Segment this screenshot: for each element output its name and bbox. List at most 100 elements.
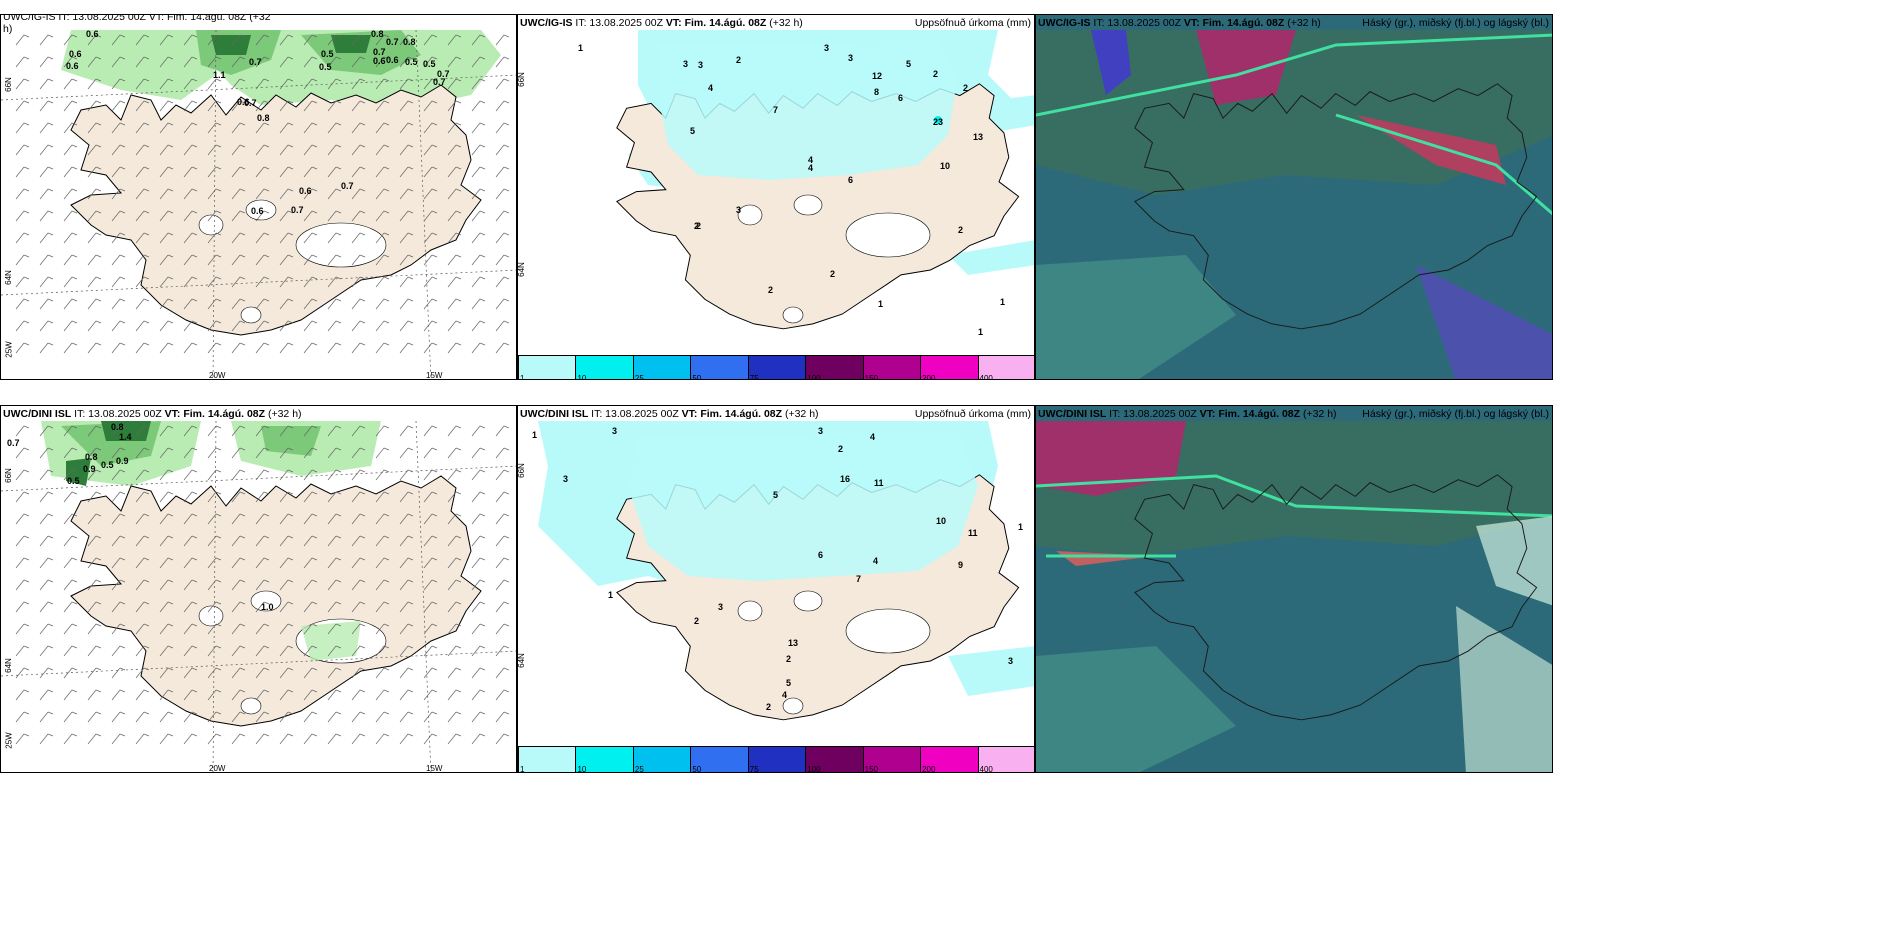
precip-label: 23 bbox=[933, 117, 944, 127]
cloud-label: 0.7 bbox=[341, 181, 354, 191]
cloud-map-dini bbox=[1036, 406, 1552, 772]
lat-25w: 25W bbox=[4, 732, 14, 749]
precip-label: 5 bbox=[690, 126, 696, 136]
precip-label: 3 bbox=[683, 59, 689, 69]
precip-label: 1 bbox=[1018, 522, 1024, 532]
precip-label: 2 bbox=[696, 221, 702, 231]
colorbar-seg: 200 bbox=[921, 356, 979, 379]
precip-map-igis bbox=[518, 15, 1034, 379]
lat-64n: 64N bbox=[517, 653, 526, 668]
precip-label: 11 bbox=[968, 528, 978, 538]
precip-label: 3 bbox=[718, 602, 724, 612]
cloud-panel-dini: UWC/DINI ISL IT: 13.08.2025 00Z VT: Fim.… bbox=[1035, 405, 1553, 773]
precip-label: 2 bbox=[830, 269, 836, 279]
precip-label: 2 bbox=[694, 221, 700, 231]
colorbar-seg: 200 bbox=[921, 747, 979, 772]
precip-label: 5 bbox=[786, 678, 792, 688]
wind-header: UWC/IG-IS IT: 13.08.2025 00Z VT: Fim. 14… bbox=[3, 14, 271, 35]
precip-label: 13 bbox=[788, 638, 799, 648]
precip-label: 2 bbox=[694, 616, 700, 626]
precip-label: 2 bbox=[933, 69, 939, 79]
precip-title: Uppsöfnuð úrkoma (mm) bbox=[914, 17, 1031, 29]
cloud-label: 0.9 bbox=[116, 456, 129, 466]
colorbar-seg: 75 bbox=[748, 747, 807, 772]
cloud-label: 0.8 bbox=[111, 422, 124, 432]
lat-66n: 66N bbox=[3, 468, 13, 483]
precip-label: 3 bbox=[736, 205, 742, 215]
precip-label: 13 bbox=[973, 132, 984, 142]
lon-20w: 20W bbox=[209, 371, 226, 380]
precip-label: 1 bbox=[878, 299, 884, 309]
precip-panel-igis: UWC/IG-IS IT: 13.08.2025 00Z VT: Fim. 14… bbox=[517, 14, 1035, 380]
precip-label: 4 bbox=[808, 163, 814, 173]
precip-label: 4 bbox=[782, 690, 788, 700]
colorbar-seg: 10 bbox=[576, 356, 634, 379]
colorbar-seg: 100 bbox=[806, 747, 864, 772]
colorbar-seg: 10 bbox=[576, 747, 634, 772]
cloud-label: 0.5 bbox=[101, 460, 114, 470]
cloud-label: 0.8 bbox=[257, 113, 270, 123]
cloud-label: 0.5 bbox=[405, 57, 418, 67]
cloud-label: 0.8 bbox=[85, 452, 98, 462]
precip-map-dini bbox=[518, 406, 1034, 772]
precip-label: 6 bbox=[848, 175, 854, 185]
cloud-label: 0.7 bbox=[7, 438, 20, 448]
colorbar-seg: 1 bbox=[519, 747, 577, 772]
cloud-label: 0.5 bbox=[423, 59, 436, 69]
precip-label: 3 bbox=[824, 43, 830, 53]
cloud-label: 0.8 bbox=[371, 29, 384, 39]
precip-label: 2 bbox=[768, 285, 774, 295]
precip-header: UWC/IG-IS IT: 13.08.2025 00Z VT: Fim. 14… bbox=[520, 17, 803, 29]
lat-66n: 66N bbox=[517, 463, 526, 478]
cloud-label: 1.1 bbox=[213, 70, 226, 80]
lat-64n: 64N bbox=[517, 262, 526, 277]
precip-label: 3 bbox=[563, 474, 569, 484]
cloud-label: 0.6 bbox=[66, 61, 79, 71]
wind-panel-igis: UWC/IG-IS IT: 13.08.2025 00Z VT: Fim. 14… bbox=[0, 14, 517, 380]
precip-label: 2 bbox=[736, 55, 742, 65]
precip-label: 3 bbox=[612, 426, 618, 436]
precip-panel-dini: UWC/DINI ISL IT: 13.08.2025 00Z VT: Fim.… bbox=[517, 405, 1035, 773]
precip-label: 8 bbox=[874, 87, 880, 97]
cloud-header-dini: UWC/DINI ISL IT: 13.08.2025 00Z VT: Fim.… bbox=[1038, 408, 1337, 420]
precip-label: 2 bbox=[963, 83, 969, 93]
cloud-label: 0.5 bbox=[321, 49, 334, 59]
precip-label: 16 bbox=[840, 474, 851, 484]
precip-label: 12 bbox=[872, 71, 883, 81]
precip-label: 11 bbox=[874, 478, 884, 488]
precip-label: 3 bbox=[818, 426, 824, 436]
precip-label: 1 bbox=[1000, 297, 1006, 307]
precip-label: 6 bbox=[898, 93, 904, 103]
wind-map-dini bbox=[1, 406, 516, 772]
colorbar-seg: 25 bbox=[633, 747, 692, 772]
colorbar-seg: 150 bbox=[863, 747, 922, 772]
cloud-label: 0.7 bbox=[291, 205, 304, 215]
precip-label: 6 bbox=[818, 550, 824, 560]
cloud-label: 0.6 bbox=[299, 186, 312, 196]
precip-label: 3 bbox=[698, 60, 704, 70]
precip-label: 7 bbox=[856, 574, 862, 584]
colorbar-seg: 25 bbox=[633, 356, 692, 379]
cloud-header: UWC/IG-IS IT: 13.08.2025 00Z VT: Fim. 14… bbox=[1038, 17, 1321, 29]
lat-25w: 25W bbox=[4, 341, 14, 358]
wind-header-dini: UWC/DINI ISL IT: 13.08.2025 00Z VT: Fim.… bbox=[3, 408, 302, 420]
precip-label: 9 bbox=[958, 560, 964, 570]
precip-label: 10 bbox=[936, 516, 947, 526]
wind-map-igis bbox=[1, 15, 516, 379]
colorbar-seg: 150 bbox=[863, 356, 922, 379]
cloud-label: 0.6 bbox=[386, 55, 399, 65]
precip-label: 2 bbox=[958, 225, 964, 235]
lon-15w: 15W bbox=[426, 764, 443, 773]
precip-label: 7 bbox=[773, 105, 779, 115]
lon-15w: 15W bbox=[426, 371, 443, 380]
colorbar-seg: 400 bbox=[978, 356, 1034, 379]
precip-label: 4 bbox=[708, 83, 714, 93]
cloud-label: 0.7 bbox=[244, 98, 257, 108]
precip-label: 4 bbox=[808, 155, 814, 165]
precip-colorbar-dini: 1 10 25 50 75 100 150 200 400 bbox=[518, 746, 1034, 772]
lat-64n: 64N bbox=[3, 658, 13, 673]
precip-label: 2 bbox=[838, 444, 844, 454]
cloud-label: 0.6 bbox=[251, 206, 264, 216]
precip-label: 3 bbox=[848, 53, 854, 63]
precip-label: 5 bbox=[773, 490, 779, 500]
